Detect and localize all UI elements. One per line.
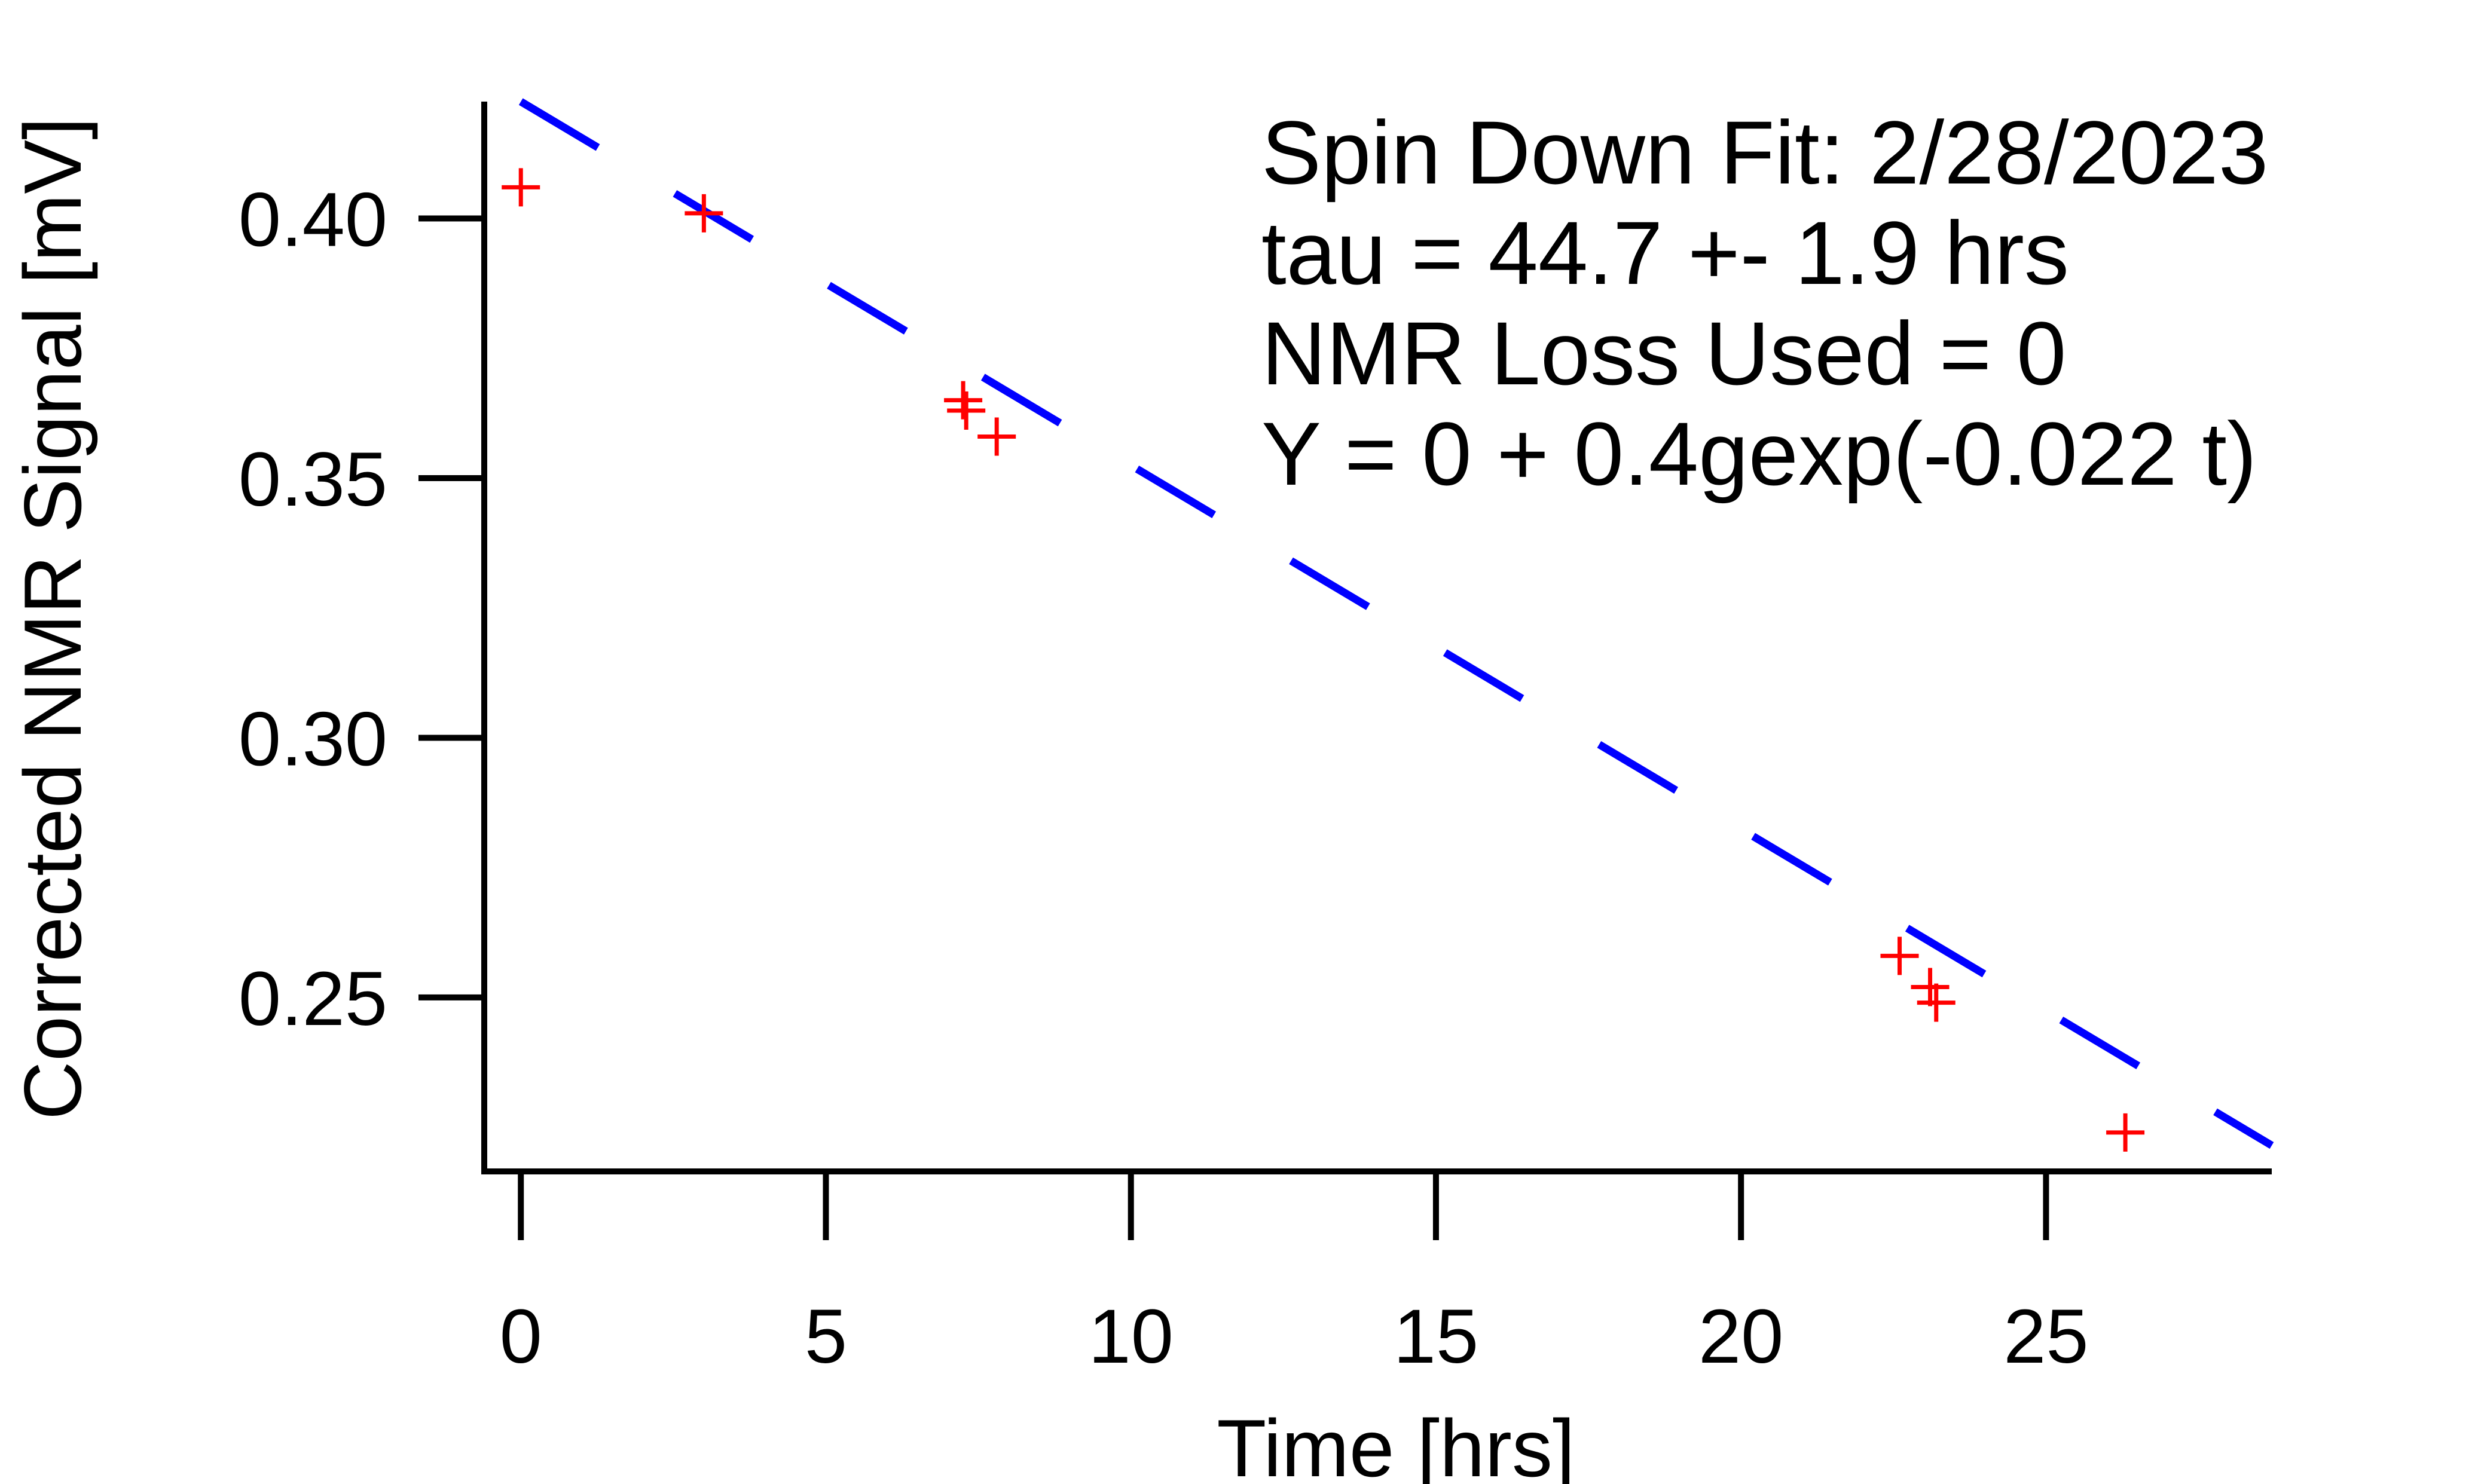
y-ticks: 0.40 0.35 0.30 0.25 [239, 178, 484, 1042]
x-tick-label: 0 [500, 1294, 542, 1379]
annotation-line-1: Spin Down Fit: 2/28/2023 [1261, 102, 2268, 203]
data-point [944, 381, 983, 420]
x-tick-label: 10 [1089, 1294, 1174, 1379]
y-tick-label: 0.25 [239, 956, 387, 1042]
data-point [1911, 968, 1950, 1006]
x-tick-label: 15 [1394, 1294, 1478, 1379]
data-point [685, 194, 723, 232]
fit-line [518, 98, 2274, 1149]
x-axis-label: Time [hrs] [1217, 1403, 1575, 1484]
plot-area [502, 98, 2274, 1152]
data-point [2106, 1113, 2145, 1152]
data-point [502, 168, 540, 207]
fit-layer [518, 98, 2274, 1149]
points-layer [502, 168, 2145, 1152]
x-tick-label: 5 [805, 1294, 847, 1379]
data-point [1880, 937, 1919, 975]
data-point [1917, 983, 1956, 1022]
data-point [947, 391, 986, 430]
annotation-line-3: NMR Loss Used = 0 [1261, 303, 2066, 403]
annotation-line-4: Y = 0 + 0.4gexp(-0.022 t) [1261, 403, 2257, 504]
y-tick-label: 0.35 [239, 437, 387, 522]
y-tick-label: 0.40 [239, 178, 387, 263]
y-axis-label: Corrected NMR Signal [mV] [7, 117, 98, 1120]
annotation-line-2: tau = 44.7 +- 1.9 hrs [1261, 203, 2069, 303]
fit-annotation: Spin Down Fit: 2/28/2023 tau = 44.7 +- 1… [1261, 102, 2268, 504]
y-tick-label: 0.30 [239, 696, 387, 782]
x-tick-label: 20 [1698, 1294, 1783, 1379]
data-point [977, 417, 1016, 456]
x-tick-label: 25 [2003, 1294, 2088, 1379]
x-ticks: 0 5 10 15 20 25 [500, 1171, 2089, 1379]
